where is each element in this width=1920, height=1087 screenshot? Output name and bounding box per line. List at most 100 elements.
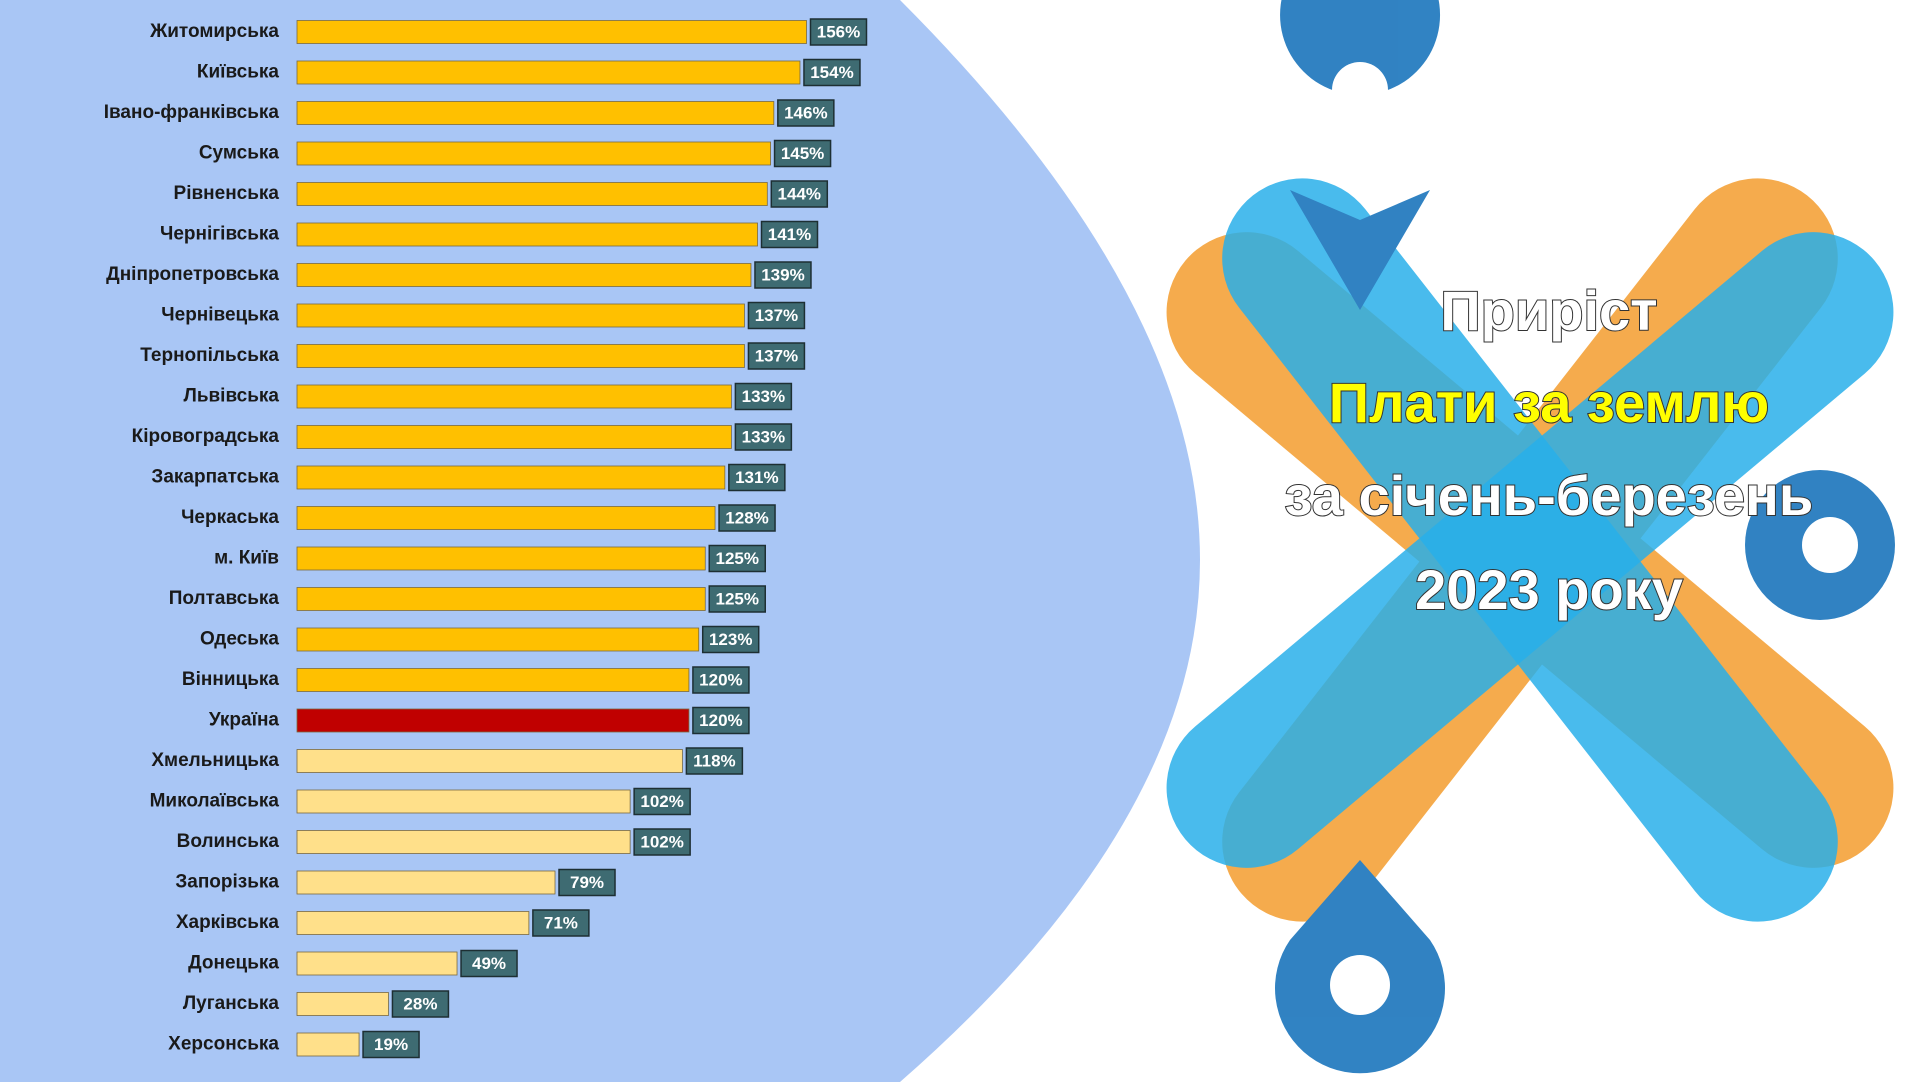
bar (296, 303, 745, 328)
value-label: 156% (817, 22, 860, 41)
category-label: Харківська (176, 912, 280, 933)
bar (296, 182, 768, 206)
value-label-box (754, 261, 812, 289)
value-label-box (708, 585, 766, 613)
title-line: Плати за землю (1329, 371, 1770, 434)
category-label: Полтавська (169, 588, 280, 609)
value-label-box (803, 58, 861, 87)
value-label: 19% (374, 1035, 408, 1054)
title-line: за січень-березень (1285, 464, 1814, 527)
category-label: Чернігівська (160, 224, 279, 245)
value-label: 139% (761, 265, 804, 284)
category-label: м. Київ (214, 548, 279, 569)
value-label-box (777, 99, 835, 127)
category-label: Одеська (200, 629, 279, 650)
value-label: 102% (640, 792, 683, 811)
value-label: 133% (742, 427, 785, 446)
value-label: 120% (699, 670, 742, 689)
value-label-box (460, 949, 518, 978)
value-label: 128% (725, 508, 768, 527)
category-label: Закарпатська (151, 467, 279, 488)
category-label: Чернівецька (161, 305, 279, 326)
value-label: 125% (716, 589, 759, 608)
value-label-box (692, 706, 750, 735)
value-label: 141% (768, 225, 811, 244)
value-label-box (633, 787, 691, 816)
value-label: 131% (735, 468, 778, 487)
title-line: Приріст (1440, 279, 1657, 342)
bar (296, 506, 716, 530)
category-label: Дніпропетровська (106, 264, 279, 285)
category-label: Хмельницька (151, 750, 279, 771)
category-label: Херсонська (168, 1034, 279, 1055)
category-label: Житомирська (149, 21, 279, 42)
category-label: Черкаська (181, 507, 279, 528)
value-label: 146% (784, 103, 827, 122)
value-label-box (747, 301, 806, 330)
value-label: 120% (699, 711, 742, 730)
bar (296, 384, 732, 409)
value-label-box (734, 382, 793, 411)
category-label: Запорізька (175, 872, 279, 893)
bar (296, 101, 775, 125)
bar (296, 20, 807, 44)
category-label: Кіровоградська (132, 426, 280, 447)
category-label: Миколаївська (150, 791, 280, 812)
title-line: 2023 року (1415, 558, 1683, 621)
category-label: Київська (197, 62, 280, 83)
value-label: 102% (640, 832, 683, 851)
value-label-box (734, 423, 793, 451)
value-label: 137% (755, 306, 798, 325)
value-label-box (391, 990, 450, 1018)
value-label-box (692, 666, 750, 694)
value-label: 79% (570, 873, 604, 892)
logo-pin-hole (1330, 955, 1390, 1015)
value-label-box (701, 625, 760, 654)
value-label-box (718, 504, 776, 532)
value-label: 137% (755, 346, 798, 365)
bar (296, 344, 745, 368)
value-label: 49% (472, 954, 506, 973)
category-label: Тернопільська (140, 345, 279, 366)
bar (296, 222, 758, 247)
bar (296, 587, 706, 611)
value-label-box (760, 220, 819, 249)
value-label-box (809, 18, 868, 46)
logo-pin-hole (1332, 62, 1388, 118)
value-label: 118% (693, 751, 736, 770)
value-label-box (532, 909, 590, 937)
bar (296, 627, 700, 652)
category-label: Україна (209, 710, 280, 731)
value-label-box (362, 1030, 420, 1059)
category-label: Волинська (177, 831, 280, 852)
value-label-box (773, 139, 832, 168)
value-label-box (728, 463, 786, 492)
bar (296, 830, 631, 854)
bar (296, 465, 726, 490)
value-label: 28% (403, 994, 437, 1013)
value-label: 154% (810, 63, 853, 82)
bar (296, 263, 752, 287)
bar (296, 546, 706, 571)
bar (296, 60, 801, 85)
bar (296, 708, 690, 733)
bar (296, 911, 530, 935)
bar (296, 1032, 360, 1057)
category-label: Луганська (183, 993, 280, 1014)
value-label-box (708, 544, 766, 573)
value-label: 133% (742, 387, 785, 406)
value-label-box (558, 868, 616, 897)
value-label-box (770, 180, 829, 208)
logo-pin-hole (1802, 517, 1858, 573)
value-label: 123% (709, 630, 752, 649)
bar (296, 141, 771, 166)
value-label: 145% (781, 144, 824, 163)
value-label-box (747, 342, 806, 370)
category-label: Рівненська (174, 183, 280, 204)
bar (296, 749, 683, 773)
category-label: Львівська (183, 386, 279, 407)
value-label-box (633, 828, 691, 856)
value-label: 125% (716, 549, 759, 568)
bar (296, 951, 458, 976)
